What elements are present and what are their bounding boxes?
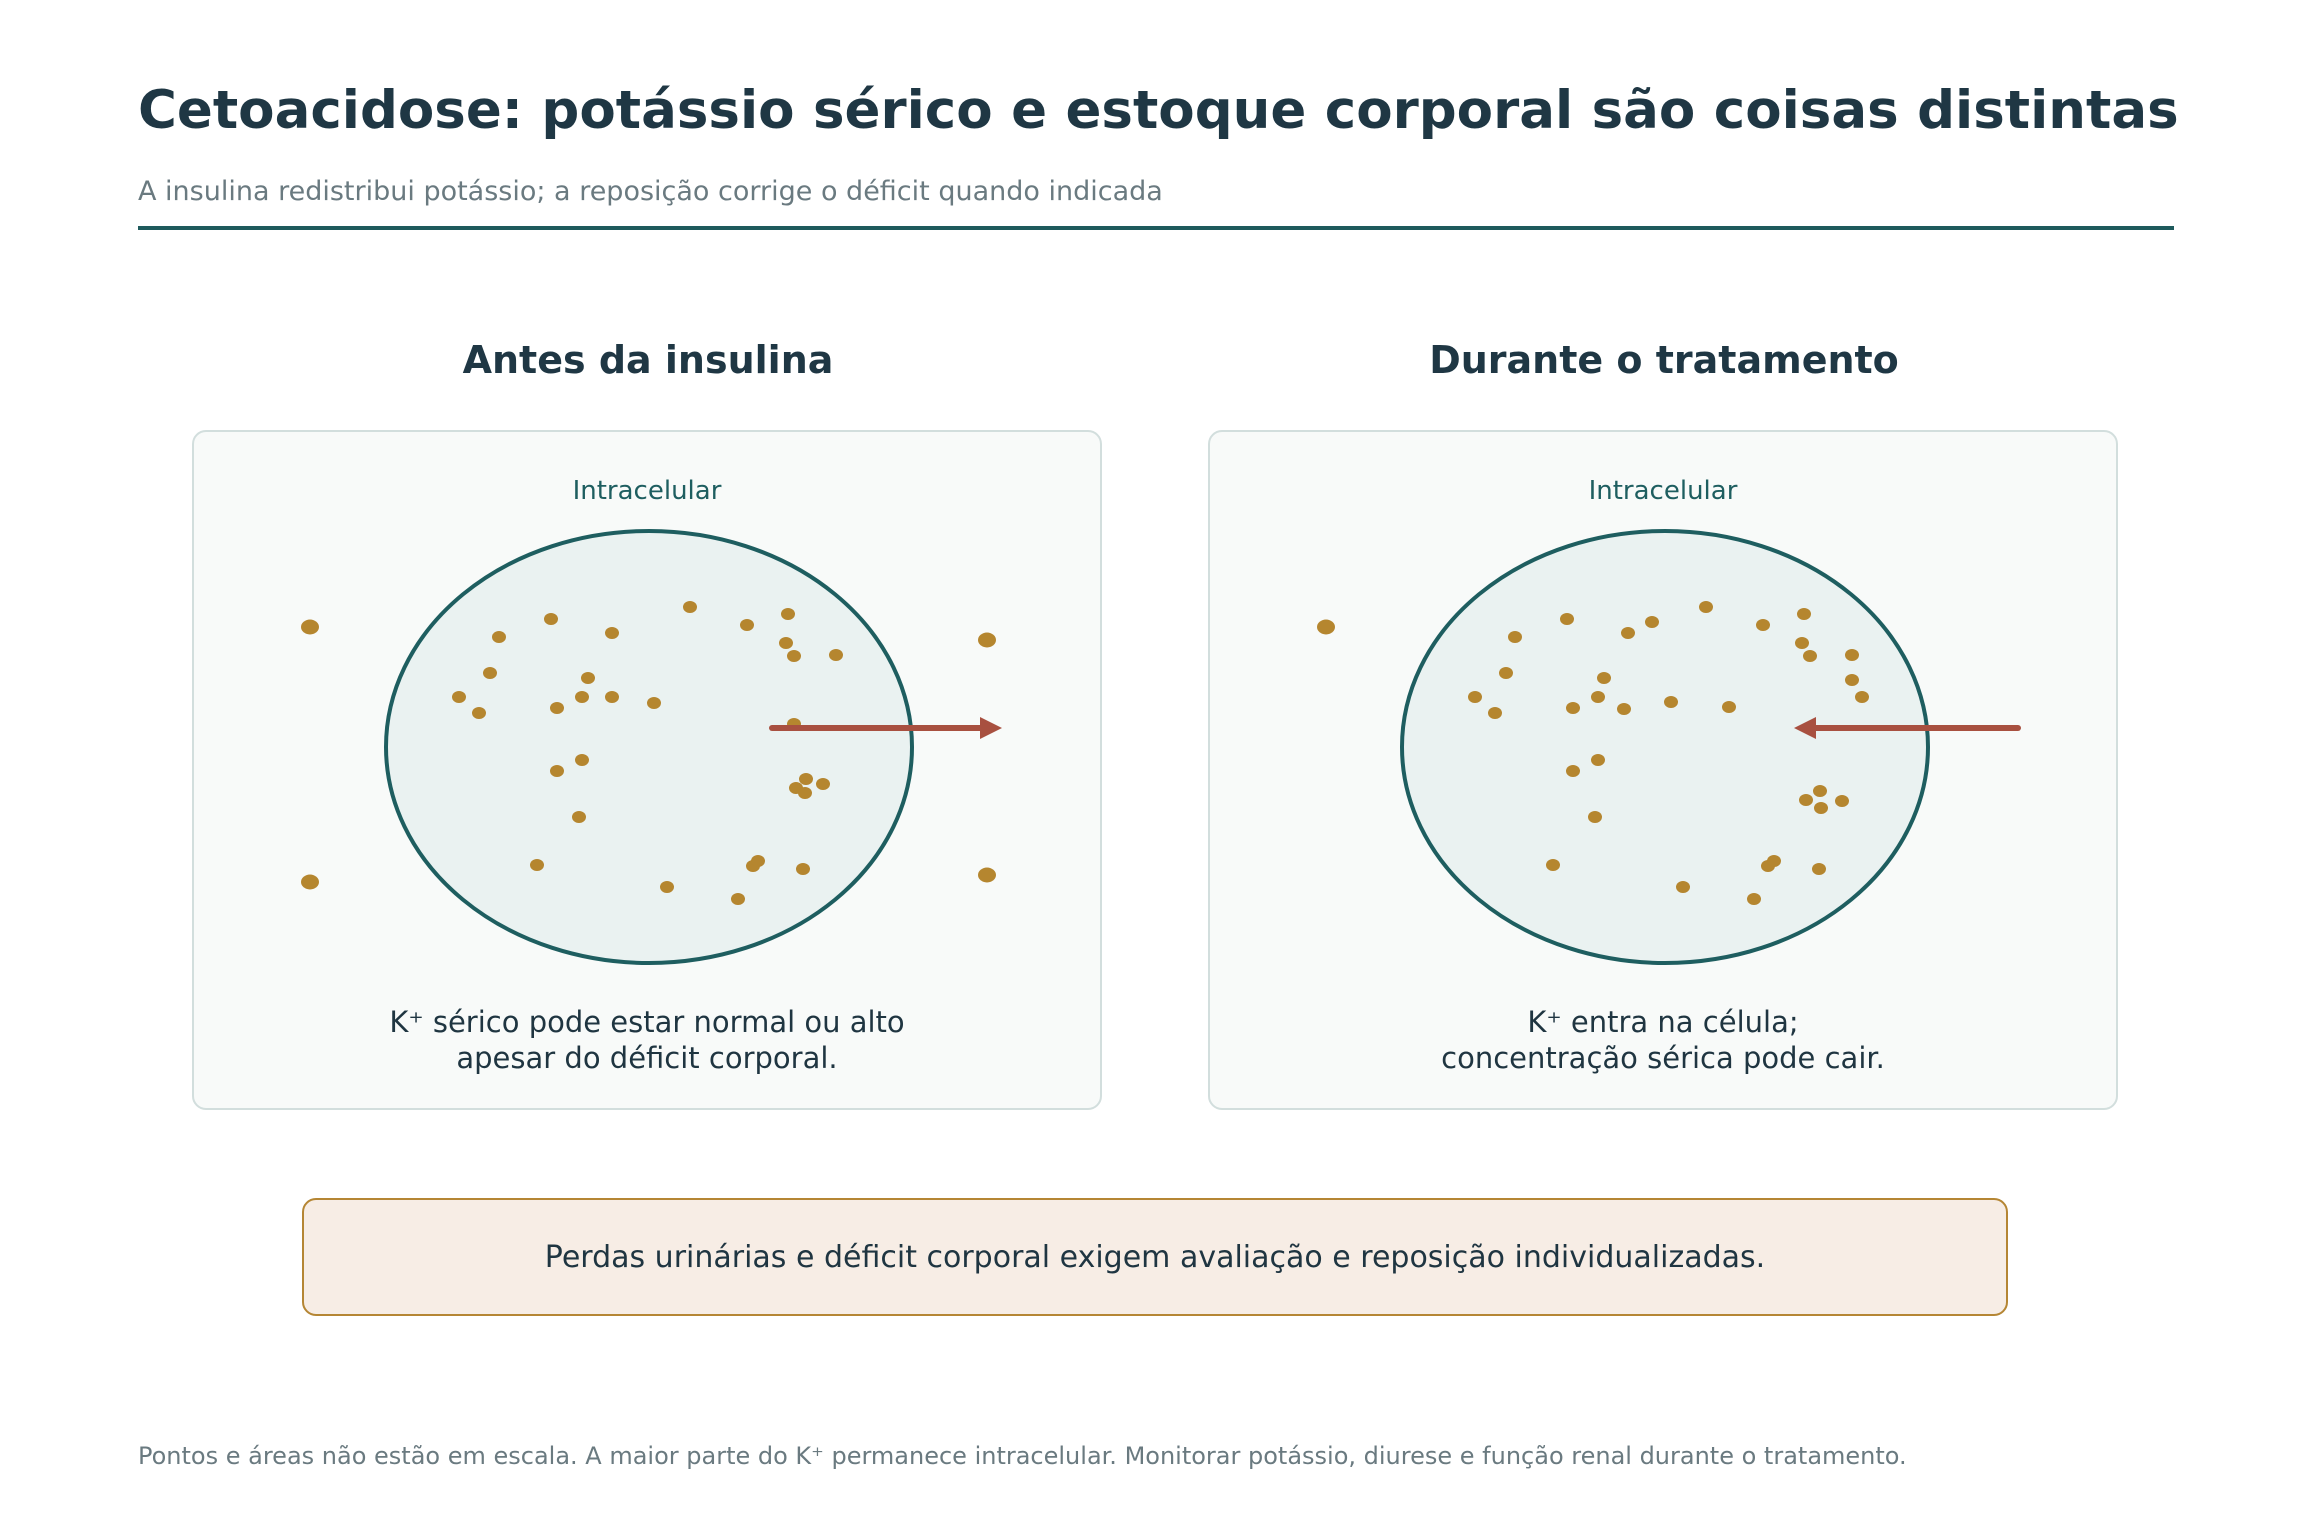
caption-line-1: K⁺ sérico pode estar normal ou alto bbox=[389, 1005, 905, 1039]
cell-membrane bbox=[1400, 529, 1930, 965]
intracellular-potassium-dot bbox=[781, 608, 795, 620]
caption-line-2: concentração sérica pode cair. bbox=[1441, 1041, 1885, 1075]
intracellular-potassium-dot bbox=[1799, 794, 1813, 806]
clinical-note: Perdas urinárias e déficit corporal exig… bbox=[302, 1198, 2008, 1316]
intracellular-potassium-dot bbox=[1499, 667, 1513, 679]
intracellular-potassium-dot bbox=[550, 702, 564, 714]
intracellular-potassium-dot bbox=[1560, 613, 1574, 625]
intracellular-potassium-dot bbox=[751, 855, 765, 867]
intracellular-potassium-dot bbox=[816, 778, 830, 790]
panel-before-insulin: Intracelular K⁺ sérico pode estar normal… bbox=[192, 430, 1102, 1110]
intracellular-potassium-dot bbox=[787, 650, 801, 662]
extracellular-potassium-dot bbox=[301, 874, 319, 890]
caption-line-2: apesar do déficit corporal. bbox=[456, 1041, 838, 1075]
intracellular-potassium-dot bbox=[1664, 696, 1678, 708]
intracellular-potassium-dot bbox=[492, 631, 506, 643]
intracellular-potassium-dot bbox=[530, 859, 544, 871]
extracellular-potassium-dot bbox=[1317, 619, 1335, 635]
panel-during-treatment: Intracelular K⁺ entra na célula; concent… bbox=[1208, 430, 2118, 1110]
intracellular-potassium-dot bbox=[1588, 811, 1602, 823]
intracellular-potassium-dot bbox=[605, 627, 619, 639]
intracellular-potassium-dot bbox=[1566, 765, 1580, 777]
intracellular-potassium-dot bbox=[581, 672, 595, 684]
panel-caption: K⁺ entra na célula; concentração sérica … bbox=[1210, 1004, 2116, 1076]
panel-heading-during-treatment: Durante o tratamento bbox=[1429, 338, 1899, 382]
title-divider bbox=[138, 226, 2174, 230]
intracellular-potassium-dot bbox=[683, 601, 697, 613]
intracellular-potassium-dot bbox=[731, 893, 745, 905]
intracellular-potassium-dot bbox=[647, 697, 661, 709]
intracellular-potassium-dot bbox=[1591, 754, 1605, 766]
intracellular-potassium-dot bbox=[483, 667, 497, 679]
efflux-arrow bbox=[769, 717, 1002, 739]
intracellular-potassium-dot bbox=[1845, 674, 1859, 686]
intracellular-potassium-dot bbox=[1835, 795, 1849, 807]
intracellular-potassium-dot bbox=[1845, 649, 1859, 661]
intracellular-potassium-dot bbox=[452, 691, 466, 703]
intracellular-potassium-dot bbox=[1747, 893, 1761, 905]
extracellular-potassium-dot bbox=[978, 867, 996, 883]
intracellular-potassium-dot bbox=[1812, 863, 1826, 875]
intracellular-potassium-dot bbox=[1591, 691, 1605, 703]
intracellular-potassium-dot bbox=[1699, 601, 1713, 613]
page-subtitle: A insulina redistribui potássio; a repos… bbox=[138, 176, 1163, 207]
intracellular-potassium-dot bbox=[1621, 627, 1635, 639]
cell-membrane bbox=[384, 529, 914, 965]
intracellular-potassium-dot bbox=[740, 619, 754, 631]
intracellular-potassium-dot bbox=[1488, 707, 1502, 719]
page-title: Cetoacidose: potássio sérico e estoque c… bbox=[138, 80, 2179, 141]
intracellular-potassium-dot bbox=[472, 707, 486, 719]
intracellular-potassium-dot bbox=[1797, 608, 1811, 620]
intracellular-potassium-dot bbox=[605, 691, 619, 703]
clinical-note-text: Perdas urinárias e déficit corporal exig… bbox=[544, 1239, 1766, 1275]
intracellular-potassium-dot bbox=[1645, 616, 1659, 628]
intracellular-potassium-dot bbox=[550, 765, 564, 777]
extracellular-potassium-dot bbox=[978, 632, 996, 648]
intracellular-potassium-dot bbox=[1814, 802, 1828, 814]
intracellular-potassium-dot bbox=[1803, 650, 1817, 662]
intracellular-potassium-dot bbox=[1722, 701, 1736, 713]
intracellular-potassium-dot bbox=[1546, 859, 1560, 871]
intracellular-potassium-dot bbox=[829, 649, 843, 661]
intracellular-potassium-dot bbox=[544, 613, 558, 625]
intracellular-potassium-dot bbox=[1468, 691, 1482, 703]
intracellular-potassium-dot bbox=[1566, 702, 1580, 714]
intracellular-potassium-dot bbox=[660, 881, 674, 893]
intracellular-potassium-dot bbox=[1676, 881, 1690, 893]
intracellular-potassium-dot bbox=[1508, 631, 1522, 643]
extracellular-potassium-dot bbox=[301, 619, 319, 635]
intracellular-potassium-dot bbox=[1813, 785, 1827, 797]
intracellular-potassium-dot bbox=[1767, 855, 1781, 867]
intracellular-potassium-dot bbox=[798, 787, 812, 799]
intracellular-potassium-dot bbox=[575, 691, 589, 703]
compartment-label-intracellular: Intracelular bbox=[1588, 476, 1738, 506]
intracellular-potassium-dot bbox=[1597, 672, 1611, 684]
intracellular-potassium-dot bbox=[572, 811, 586, 823]
intracellular-potassium-dot bbox=[779, 637, 793, 649]
intracellular-potassium-dot bbox=[575, 754, 589, 766]
potassium-dots bbox=[1317, 601, 1869, 905]
intracellular-potassium-dot bbox=[799, 773, 813, 785]
diagram-during-treatment bbox=[1317, 529, 2021, 965]
intracellular-potassium-dot bbox=[1855, 691, 1869, 703]
intracellular-potassium-dot bbox=[796, 863, 810, 875]
footer-note: Pontos e áreas não estão em escala. A ma… bbox=[138, 1442, 1907, 1470]
panel-caption: K⁺ sérico pode estar normal ou alto apes… bbox=[194, 1004, 1100, 1076]
intracellular-potassium-dot bbox=[1756, 619, 1770, 631]
caption-line-1: K⁺ entra na célula; bbox=[1527, 1005, 1799, 1039]
diagram-before-insulin bbox=[301, 529, 1002, 965]
intracellular-potassium-dot bbox=[1795, 637, 1809, 649]
panel-heading-before-insulin: Antes da insulina bbox=[462, 338, 834, 382]
intracellular-potassium-dot bbox=[1617, 703, 1631, 715]
compartment-label-intracellular: Intracelular bbox=[572, 476, 722, 506]
influx-arrow bbox=[1794, 717, 2021, 739]
